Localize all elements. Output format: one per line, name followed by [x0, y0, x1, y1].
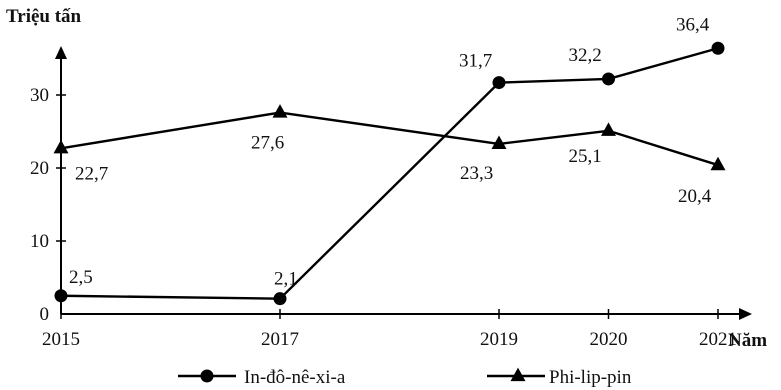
data-point-triangle [53, 139, 69, 154]
data-point-circle [54, 289, 68, 303]
data-point-triangle [601, 122, 616, 136]
data-point-circle [711, 41, 725, 55]
y-axis-title: Triệu tấn [6, 6, 82, 27]
x-axis-title: Năm [728, 330, 767, 351]
data-label: 25,1 [569, 146, 602, 167]
legend-label: Phi-lip-pin [549, 367, 632, 388]
y-tick-label: 20 [30, 158, 49, 179]
x-tick-label: 2015 [42, 329, 80, 350]
data-point-triangle [272, 104, 288, 118]
series-indonesia [54, 41, 725, 306]
legend-marker-circle [200, 369, 214, 383]
data-label: 2,1 [274, 269, 298, 290]
data-label: 31,7 [459, 51, 492, 72]
series-line [60, 47, 719, 300]
data-label: 23,3 [460, 163, 493, 184]
data-point-circle [602, 72, 615, 86]
data-label: 36,4 [676, 14, 710, 35]
x-tick-label: 2020 [590, 329, 628, 350]
x-tick-label: 2019 [480, 329, 518, 350]
x-tick-label: 2017 [261, 329, 299, 350]
legend-indonesia: In-đô-nê-xi-a [178, 367, 346, 388]
series-line [60, 111, 719, 167]
data-point-circle [273, 292, 287, 306]
data-label: 32,2 [569, 45, 602, 66]
data-point-circle [492, 76, 506, 90]
y-tick-label: 10 [30, 231, 49, 252]
axes: Triệu tấn Năm 0 10 20 30 2015 2017 2019 2020 2021 [6, 6, 767, 351]
series-layer [53, 41, 726, 306]
data-point-triangle [710, 156, 726, 171]
series-philippines [53, 104, 726, 171]
data-label: 27,6 [251, 133, 284, 154]
data-point-triangle [491, 135, 507, 150]
legend-philippines: Phi-lip-pin [487, 367, 632, 388]
legend-label: In-đô-nê-xi-a [244, 367, 346, 388]
x-axis-arrow [739, 308, 752, 320]
x-tick-label: 2021 [699, 329, 737, 350]
data-labels: 2,5 2,1 31,7 32,2 36,4 22,7 27,6 23,3 25,1 20,4 [69, 14, 712, 289]
y-axis-arrow [55, 46, 67, 59]
y-tick-label: 30 [30, 85, 49, 106]
legend-marker-triangle [510, 367, 526, 382]
legend: In-đô-nê-xi-a Phi-lip-pin [178, 367, 632, 388]
data-label: 22,7 [75, 163, 108, 184]
y-tick-label: 0 [40, 304, 50, 325]
data-label: 20,4 [678, 186, 712, 207]
data-label: 2,5 [69, 267, 93, 288]
